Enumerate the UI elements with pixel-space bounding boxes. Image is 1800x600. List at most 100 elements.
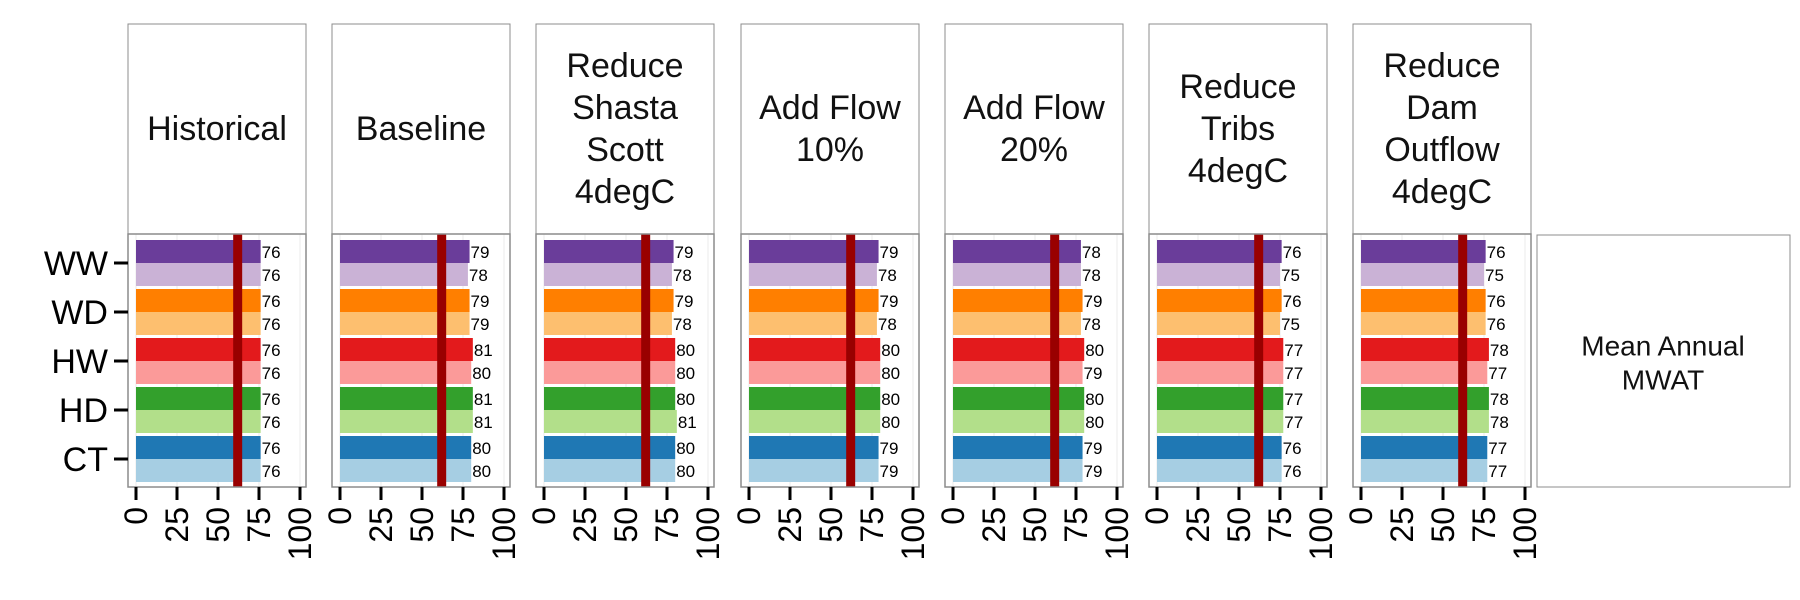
bar-ww-light bbox=[340, 263, 468, 286]
data-label: 80 bbox=[676, 439, 695, 458]
x-tick-label: 0 bbox=[1343, 507, 1379, 525]
panel-title-line: Baseline bbox=[356, 110, 486, 148]
x-tick-label: 50 bbox=[200, 507, 236, 543]
data-label: 76 bbox=[262, 315, 281, 334]
data-label: 76 bbox=[262, 390, 281, 409]
bar-ct-dark bbox=[340, 436, 472, 459]
y-tick-label: WW bbox=[44, 245, 108, 283]
data-label: 78 bbox=[1490, 413, 1509, 432]
x-tick-label: 0 bbox=[322, 507, 358, 525]
bar-hw-dark bbox=[749, 338, 881, 361]
bar-hw-dark bbox=[1361, 338, 1489, 361]
bar-ww-dark bbox=[544, 240, 674, 263]
panel-title-line: Outflow bbox=[1384, 131, 1500, 169]
x-tick-label: 100 bbox=[1099, 507, 1135, 560]
x-tick-label: 50 bbox=[1221, 507, 1257, 543]
bar-hw-light bbox=[953, 361, 1083, 384]
data-label: 78 bbox=[469, 266, 488, 285]
reference-line bbox=[846, 234, 856, 487]
x-tick-label: 75 bbox=[1058, 507, 1094, 543]
x-tick-label: 75 bbox=[1466, 507, 1502, 543]
data-label: 76 bbox=[262, 266, 281, 285]
bar-ww-light bbox=[544, 263, 672, 286]
x-tick-label: 75 bbox=[649, 507, 685, 543]
panel-title-line: Reduce bbox=[1179, 68, 1296, 106]
bar-ww-dark bbox=[340, 240, 470, 263]
bar-ww-light bbox=[953, 263, 1081, 286]
data-label: 79 bbox=[880, 439, 899, 458]
data-label: 81 bbox=[678, 413, 697, 432]
reference-line bbox=[1458, 234, 1468, 487]
data-label: 80 bbox=[472, 462, 491, 481]
data-label: 78 bbox=[878, 266, 897, 285]
bar-hw-light bbox=[340, 361, 472, 384]
panel-title-line: 10% bbox=[796, 131, 864, 169]
bar-ct-light bbox=[1361, 459, 1488, 482]
x-tick-label: 0 bbox=[1139, 507, 1175, 525]
bar-hw-dark bbox=[340, 338, 473, 361]
bar-hd-light bbox=[544, 410, 677, 433]
reference-line bbox=[233, 234, 243, 487]
x-tick-label: 25 bbox=[976, 507, 1012, 543]
panel-strip-1 bbox=[331, 23, 511, 235]
x-tick-label: 100 bbox=[1507, 507, 1543, 560]
x-tick-label: 100 bbox=[1303, 507, 1339, 560]
bar-wd-light bbox=[953, 312, 1081, 335]
panel-title-line: 4degC bbox=[1392, 173, 1492, 211]
bar-ct-dark bbox=[136, 436, 261, 459]
bar-wd-light bbox=[1157, 312, 1280, 335]
bar-wd-dark bbox=[544, 289, 674, 312]
x-tick-label: 25 bbox=[159, 507, 195, 543]
reference-line bbox=[1050, 234, 1060, 487]
bar-ct-dark bbox=[1361, 436, 1488, 459]
data-label: 76 bbox=[262, 292, 281, 311]
data-label: 80 bbox=[676, 462, 695, 481]
data-label: 76 bbox=[262, 243, 281, 262]
bar-hd-light bbox=[136, 410, 261, 433]
bar-hw-dark bbox=[953, 338, 1085, 361]
data-label: 76 bbox=[1487, 243, 1506, 262]
data-label: 76 bbox=[262, 364, 281, 383]
x-tick-label: 75 bbox=[1262, 507, 1298, 543]
data-label: 80 bbox=[881, 364, 900, 383]
panel-title-line: 20% bbox=[1000, 131, 1068, 169]
panel-title-line: Scott bbox=[586, 131, 664, 169]
x-tick-label: 100 bbox=[690, 507, 726, 560]
bar-hw-light bbox=[1361, 361, 1488, 384]
panel-strip-6 bbox=[1352, 23, 1532, 235]
bar-hd-dark bbox=[953, 387, 1085, 410]
data-label: 76 bbox=[262, 462, 281, 481]
x-tick-label: 50 bbox=[404, 507, 440, 543]
bar-ct-dark bbox=[953, 436, 1083, 459]
bar-wd-light bbox=[340, 312, 470, 335]
data-label: 79 bbox=[1084, 439, 1103, 458]
data-label: 76 bbox=[1283, 462, 1302, 481]
panel-title-line: 4degC bbox=[575, 173, 675, 211]
x-tick-label: 50 bbox=[608, 507, 644, 543]
x-tick-label: 100 bbox=[895, 507, 931, 560]
data-label: 79 bbox=[1084, 292, 1103, 311]
data-label: 80 bbox=[676, 364, 695, 383]
x-tick-label: 100 bbox=[282, 507, 318, 560]
data-label: 77 bbox=[1284, 390, 1303, 409]
data-label: 78 bbox=[1490, 341, 1509, 360]
x-tick-label: 0 bbox=[526, 507, 562, 525]
data-label: 76 bbox=[262, 439, 281, 458]
data-label: 77 bbox=[1284, 341, 1303, 360]
panel-title-line: Tribs bbox=[1201, 110, 1275, 148]
reference-line bbox=[1254, 234, 1264, 487]
panel-strip-3 bbox=[740, 23, 920, 235]
bar-wd-dark bbox=[953, 289, 1083, 312]
bar-wd-dark bbox=[1157, 289, 1282, 312]
bar-ww-light bbox=[1361, 263, 1484, 286]
bar-hw-light bbox=[749, 361, 881, 384]
data-label: 80 bbox=[881, 341, 900, 360]
x-tick-label: 75 bbox=[854, 507, 890, 543]
x-tick-label: 0 bbox=[118, 507, 154, 525]
panel-title-line: Add Flow bbox=[963, 89, 1105, 127]
data-label: 78 bbox=[1082, 315, 1101, 334]
data-label: 80 bbox=[1085, 413, 1104, 432]
y-tick-label: HD bbox=[59, 392, 108, 430]
bar-wd-light bbox=[544, 312, 672, 335]
data-label: 78 bbox=[878, 315, 897, 334]
